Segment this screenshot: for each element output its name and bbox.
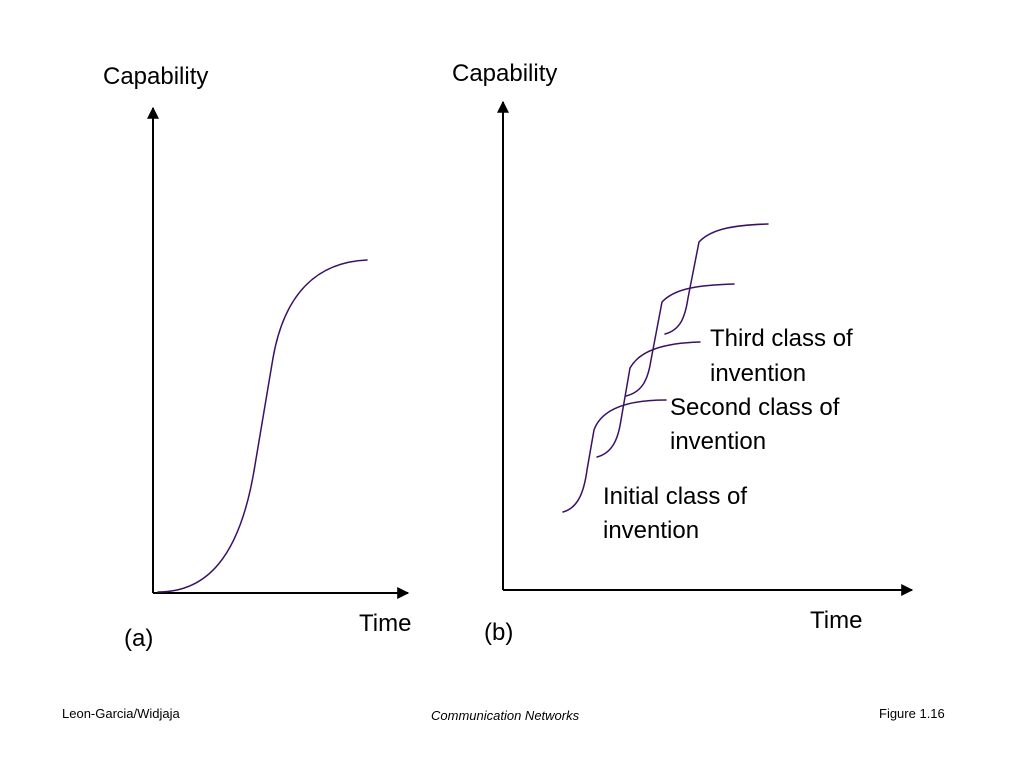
panel-b-third-curve xyxy=(625,283,735,397)
panel-b-initial-label-line2: invention xyxy=(603,517,699,544)
panel-b-initial-label-line1: Initial class of xyxy=(603,483,747,510)
panel-b-y-label: Capability xyxy=(452,60,557,87)
panel-a: Capability Time (a) xyxy=(103,63,411,652)
panel-b-initial-curve xyxy=(562,399,667,513)
panel-b-x-label: Time xyxy=(810,607,862,634)
panel-a-y-label: Capability xyxy=(103,63,208,90)
footer-book-title: Communication Networks xyxy=(431,708,580,723)
panel-b-third-label-line1: Third class of xyxy=(710,325,853,352)
footer-authors: Leon-Garcia/Widjaja xyxy=(62,706,181,721)
panel-b-third-label-line2: invention xyxy=(710,360,806,387)
footer-figure-number: Figure 1.16 xyxy=(879,706,945,721)
panel-b-second-curve xyxy=(596,341,701,458)
panel-b-second-label-line2: invention xyxy=(670,428,766,455)
footer: Leon-Garcia/Widjaja Communication Networ… xyxy=(62,706,945,723)
panel-b-fourth-curve xyxy=(664,223,769,335)
panel-b: Capability Time (b) Third class of inven… xyxy=(452,60,914,646)
panel-a-x-label: Time xyxy=(359,610,411,637)
panel-b-second-label-line1: Second class of xyxy=(670,394,840,421)
panel-a-s-curve xyxy=(157,259,368,593)
panel-b-caption: (b) xyxy=(484,619,513,646)
panel-a-caption: (a) xyxy=(124,625,153,652)
